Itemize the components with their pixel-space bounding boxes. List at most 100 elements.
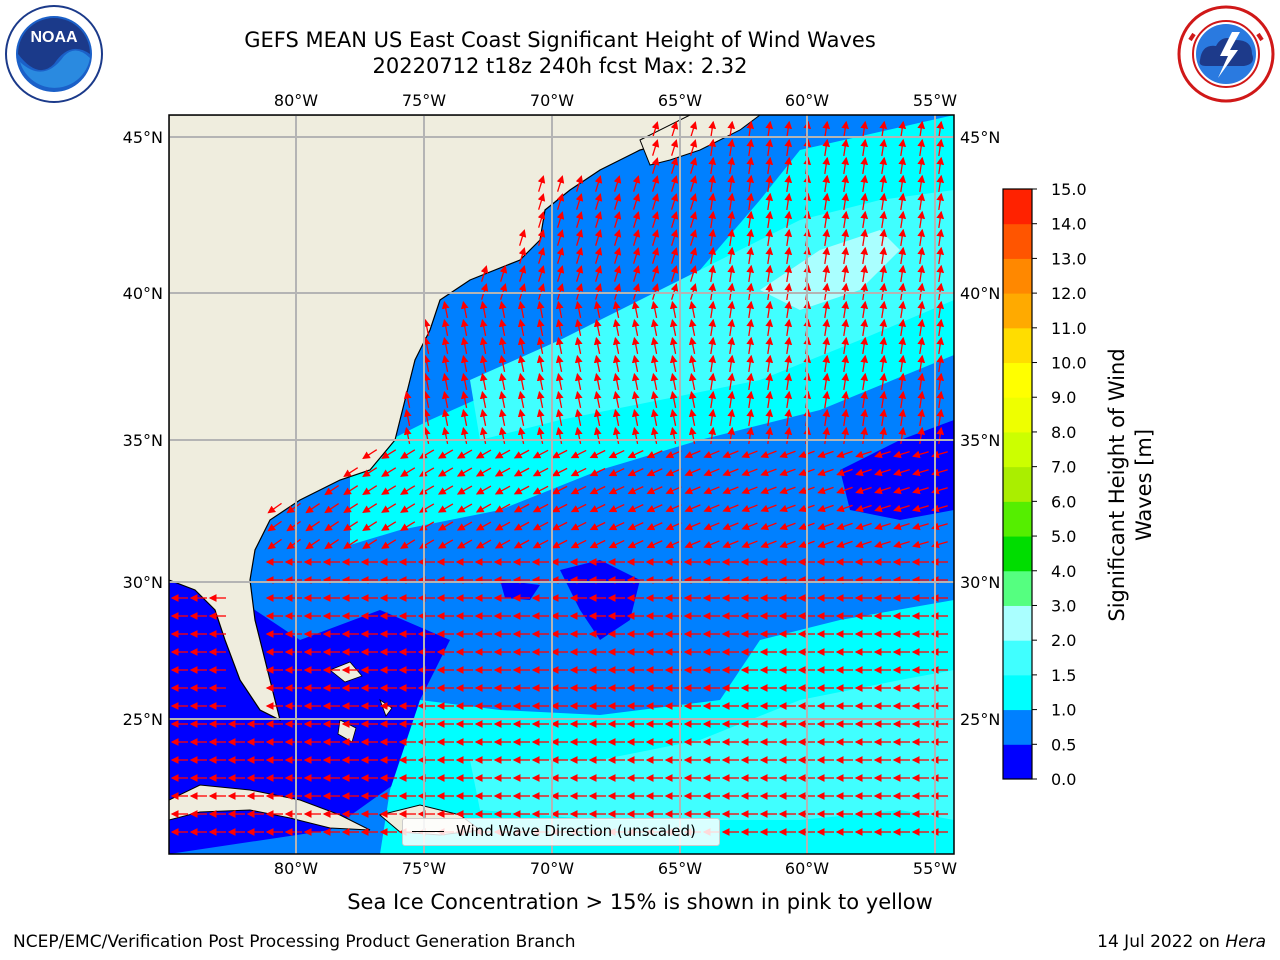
wave-direction-arrow — [727, 354, 736, 373]
wave-direction-arrow — [841, 264, 850, 283]
wave-direction-arrow — [532, 539, 549, 549]
wave-direction-arrow — [422, 426, 431, 444]
wave-direction-arrow — [593, 354, 602, 372]
wave-direction-arrow — [437, 503, 454, 513]
wave-direction-arrow — [517, 408, 526, 426]
wave-direction-arrow — [594, 265, 603, 282]
wave-direction-arrow — [784, 264, 793, 283]
wave-direction-arrow — [708, 318, 717, 337]
wave-direction-arrow — [494, 467, 511, 477]
wave-direction-arrow — [860, 354, 869, 373]
wave-direction-arrow — [722, 522, 739, 531]
wave-direction-arrow — [765, 408, 774, 427]
lon-label-top: 75°W — [402, 91, 446, 110]
colorbar-segment — [1003, 223, 1032, 259]
colorbar-segment — [1003, 709, 1032, 745]
wave-direction-arrow — [822, 408, 831, 427]
wave-direction-arrow — [650, 300, 659, 318]
wave-direction-arrow — [631, 372, 640, 390]
wave-direction-arrow — [684, 486, 701, 495]
wave-direction-arrow — [722, 450, 739, 459]
wave-direction-arrow — [632, 211, 641, 228]
wave-direction-arrow — [460, 354, 469, 372]
wave-direction-arrow — [422, 372, 431, 390]
wave-direction-arrow — [689, 121, 698, 138]
wave-direction-arrow — [479, 318, 488, 336]
wave-direction-arrow — [879, 390, 888, 409]
wave-direction-arrow — [746, 372, 755, 391]
wave-direction-arrow — [608, 485, 625, 495]
wave-direction-arrow — [708, 372, 717, 391]
wave-direction-arrow — [422, 390, 431, 408]
wave-direction-arrow — [836, 522, 853, 531]
wave-direction-arrow — [441, 300, 450, 318]
wave-direction-arrow — [879, 174, 888, 193]
wave-direction-arrow — [456, 467, 473, 477]
wave-direction-arrow — [627, 504, 644, 513]
wave-direction-arrow — [760, 504, 777, 513]
wave-direction-arrow — [822, 156, 831, 175]
wave-direction-arrow — [688, 354, 697, 372]
wave-direction-arrow — [822, 138, 831, 157]
wave-direction-arrow — [532, 503, 549, 513]
wave-direction-arrow — [688, 318, 697, 336]
wave-direction-arrow — [498, 372, 507, 390]
wave-direction-arrow — [381, 449, 397, 459]
wave-direction-arrow — [822, 390, 831, 409]
colorbar-segment — [1003, 605, 1032, 641]
wave-direction-arrow — [631, 300, 640, 318]
wave-direction-arrow — [646, 450, 663, 459]
lat-label-left: 45°N — [123, 128, 163, 147]
wave-direction-arrow — [841, 120, 850, 139]
wave-direction-arrow — [343, 521, 359, 532]
wave-direction-arrow — [494, 539, 511, 549]
wave-direction-arrow — [589, 539, 606, 549]
wave-direction-arrow — [362, 503, 378, 513]
wave-direction-arrow — [475, 539, 492, 549]
wave-direction-arrow — [708, 120, 717, 139]
wave-direction-arrow — [727, 300, 736, 319]
wave-direction-arrow — [765, 300, 774, 319]
wave-direction-arrow — [898, 156, 907, 175]
wave-direction-arrow — [494, 449, 511, 459]
wave-direction-arrow — [551, 539, 568, 549]
wave-direction-arrow — [860, 372, 869, 391]
wave-direction-arrow — [593, 336, 602, 354]
wave-direction-arrow — [874, 504, 891, 513]
wave-direction-arrow — [727, 156, 736, 175]
wave-direction-arrow — [627, 486, 644, 495]
wave-direction-arrow — [612, 372, 621, 390]
wave-direction-arrow — [741, 504, 758, 513]
wave-direction-arrow — [651, 139, 660, 156]
wave-direction-arrow — [627, 522, 644, 531]
wave-direction-arrow — [575, 247, 584, 264]
wave-direction-arrow — [879, 228, 888, 247]
colorbar-tick-label: 5.0 — [1051, 527, 1076, 546]
wave-direction-arrow — [650, 390, 659, 408]
wave-direction-arrow — [324, 539, 340, 550]
wave-direction-arrow — [855, 504, 872, 513]
lon-label-bottom: 75°W — [402, 859, 446, 878]
wave-direction-arrow — [551, 485, 568, 495]
colorbar-tick-label: 0.0 — [1051, 770, 1076, 789]
wave-direction-arrow — [784, 390, 793, 409]
colorbar-tick-label: 1.5 — [1051, 666, 1076, 685]
wave-direction-arrow — [343, 539, 359, 550]
lat-label-right: 25°N — [960, 710, 1000, 729]
wave-direction-arrow — [822, 210, 831, 229]
wave-direction-arrow — [631, 390, 640, 408]
wave-direction-arrow — [381, 539, 397, 549]
wave-direction-arrow — [841, 192, 850, 211]
wave-direction-arrow — [343, 467, 359, 478]
wave-direction-arrow — [898, 246, 907, 265]
wave-direction-arrow — [765, 372, 774, 391]
wave-direction-arrow — [708, 156, 717, 175]
wave-direction-arrow — [822, 120, 831, 139]
wave-direction-arrow — [570, 467, 587, 477]
wave-direction-arrow — [936, 120, 945, 139]
wave-direction-arrow — [537, 193, 546, 210]
wave-direction-arrow — [912, 450, 929, 459]
wave-direction-arrow — [460, 300, 469, 318]
wave-direction-arrow — [324, 485, 340, 496]
wave-direction-arrow — [760, 522, 777, 531]
